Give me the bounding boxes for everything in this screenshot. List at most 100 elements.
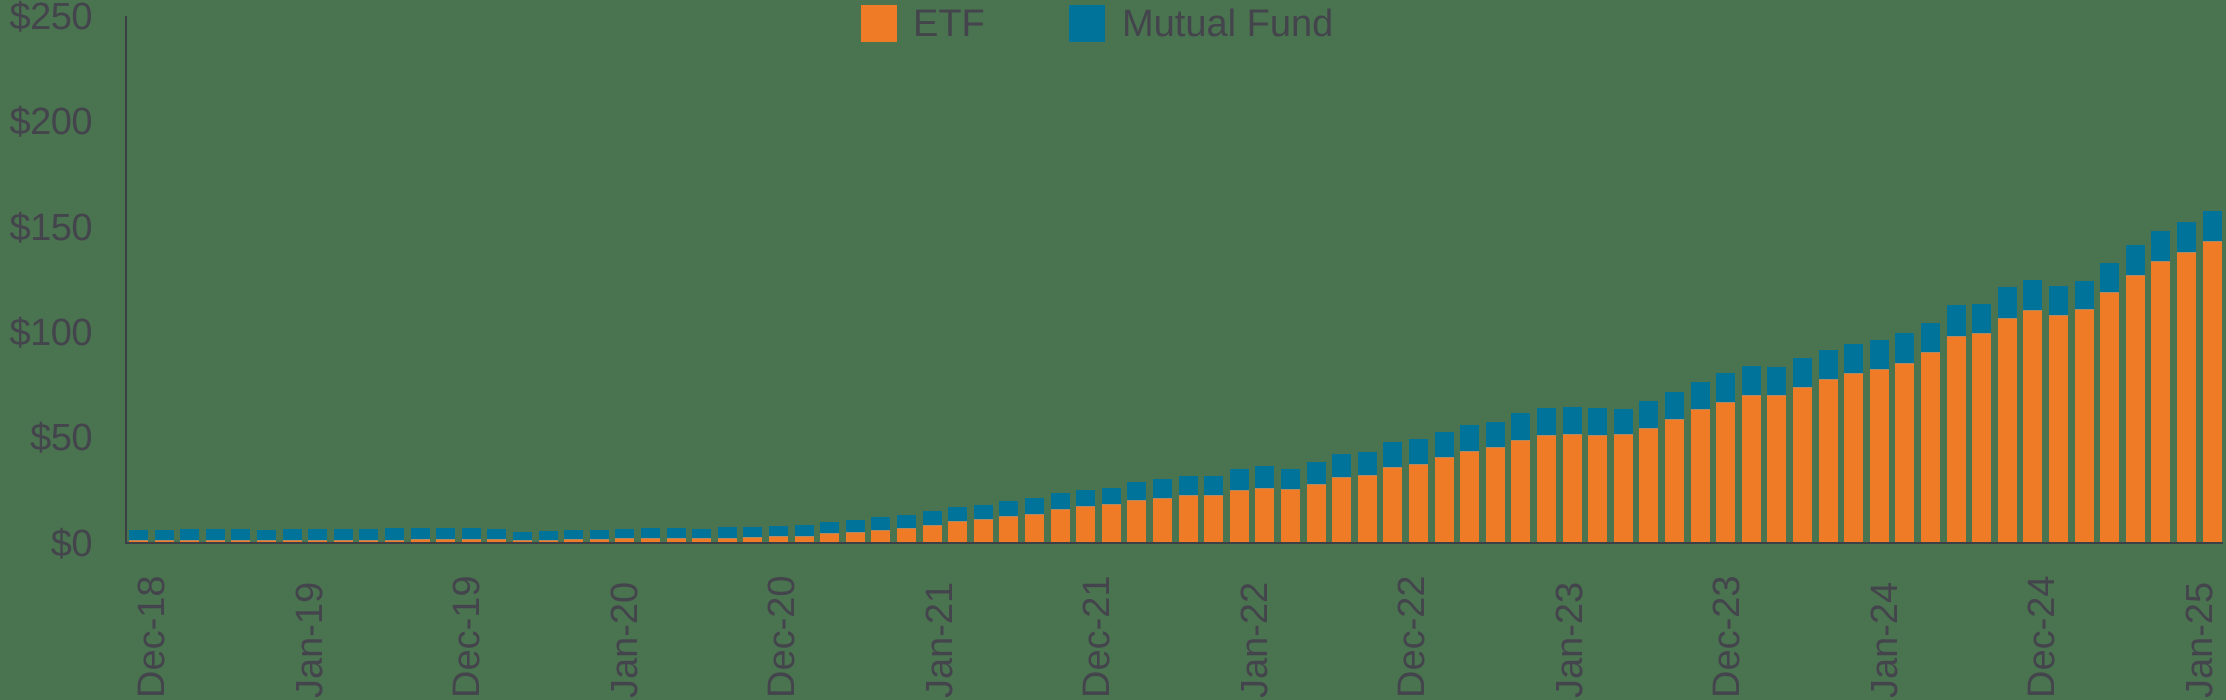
bar-segment-etf (1690, 409, 1710, 543)
bar (1050, 493, 1070, 543)
bar (180, 529, 200, 543)
bar-segment-mutual-fund (820, 522, 840, 534)
bar-segment-mutual-fund (487, 529, 507, 540)
bar-segment-mutual-fund (1869, 340, 1889, 370)
bar-segment-mutual-fund (871, 517, 891, 530)
bar-segment-mutual-fund (1511, 413, 1531, 441)
bar-segment-etf (1255, 488, 1275, 543)
bar (1716, 373, 1736, 543)
x-tick-label: Dec-22 (1391, 575, 1433, 699)
bar-segment-etf (794, 535, 814, 543)
bar-segment-mutual-fund (1332, 454, 1352, 477)
bar (487, 529, 507, 543)
bar-segment-etf (205, 540, 225, 543)
bar-segment-etf (1716, 402, 1736, 543)
bar-segment-etf (1844, 373, 1864, 543)
bar (2151, 230, 2171, 543)
bar (973, 505, 993, 543)
bar (615, 529, 635, 543)
bar-segment-etf (1741, 395, 1761, 543)
bar (1306, 462, 1326, 543)
bar-segment-etf (2074, 309, 2094, 543)
bar-segment-etf (948, 521, 968, 543)
bar-segment-mutual-fund (205, 529, 225, 541)
x-tick-label: Jan-23 (1548, 581, 1591, 698)
bar (1793, 358, 1812, 543)
bar-segment-etf (1229, 490, 1249, 543)
bar-segment-mutual-fund (308, 529, 328, 541)
bar-segment-mutual-fund (743, 527, 763, 538)
bar-segment-mutual-fund (1357, 452, 1377, 476)
x-tick-label: Jan-19 (288, 581, 331, 698)
bar-segment-etf (1409, 464, 1428, 543)
bar (1383, 442, 1403, 543)
bar-segment-mutual-fund (1639, 401, 1659, 429)
bar-segment-etf (871, 529, 891, 543)
bar-segment-mutual-fund (999, 501, 1019, 516)
bar-segment-mutual-fund (1818, 350, 1838, 379)
bar (1997, 287, 2017, 543)
bar-segment-etf (282, 540, 302, 543)
x-tick-label: Dec-24 (2021, 575, 2063, 699)
x-tick-label: Jan-24 (1863, 581, 1906, 698)
bar-segment-mutual-fund (1588, 408, 1608, 436)
bar (1357, 452, 1377, 543)
bar (436, 528, 456, 543)
bar (1332, 454, 1352, 543)
bar-segment-etf (1306, 483, 1326, 543)
bar-segment-mutual-fund (1127, 482, 1147, 501)
bar (538, 531, 558, 543)
bar-segment-mutual-fund (1997, 287, 2017, 318)
bar-segment-mutual-fund (1793, 358, 1812, 387)
bar-segment-mutual-fund (769, 526, 788, 537)
bar-segment-mutual-fund (2100, 263, 2120, 293)
bar-segment-mutual-fund (282, 529, 302, 541)
bar (1178, 476, 1198, 543)
bar-segment-etf (1997, 317, 2017, 543)
bar-segment-etf (1357, 475, 1377, 543)
x-tick-label: Dec-19 (446, 575, 488, 699)
bar (154, 530, 174, 543)
bar-segment-etf (1050, 509, 1070, 543)
bar (333, 529, 353, 543)
bar-segment-etf (436, 539, 456, 543)
bar-segment-etf (1332, 477, 1352, 543)
y-tick-label: $0 (50, 522, 93, 565)
bar (1485, 422, 1505, 543)
bar-segment-etf (999, 515, 1019, 543)
bar (1281, 469, 1300, 543)
bar (2125, 245, 2145, 543)
bar-segment-mutual-fund (2074, 281, 2094, 310)
bar-segment-etf (1076, 506, 1096, 543)
bar-segment-etf (154, 540, 174, 543)
bar-segment-mutual-fund (385, 528, 404, 540)
bar-segment-mutual-fund (154, 530, 174, 541)
bar (1639, 401, 1659, 543)
bar-segment-mutual-fund (1690, 382, 1710, 410)
bar-segment-etf (897, 527, 916, 543)
bar-segment-etf (743, 537, 763, 543)
bar (1229, 469, 1249, 543)
bar (1946, 305, 1966, 543)
bar-segment-etf (1127, 500, 1147, 543)
x-axis-line (125, 542, 2223, 544)
bar (692, 529, 712, 543)
bar-segment-etf (615, 538, 635, 543)
bar (1690, 382, 1710, 543)
bar (308, 529, 328, 543)
bar-segment-mutual-fund (2049, 286, 2068, 316)
bar (1511, 413, 1531, 543)
bar (385, 528, 404, 543)
bar-segment-etf (1383, 467, 1403, 543)
bar (922, 511, 942, 543)
bar-segment-etf (1511, 440, 1531, 543)
bar-segment-mutual-fund (1050, 493, 1070, 510)
bar-segment-etf (1818, 378, 1838, 543)
bar-segment-mutual-fund (1383, 442, 1403, 468)
bar-segment-mutual-fund (589, 530, 609, 540)
bar-segment-mutual-fund (1485, 422, 1505, 448)
bar-segment-etf (180, 540, 200, 543)
bar (845, 520, 865, 543)
bar-segment-mutual-fund (538, 531, 558, 541)
